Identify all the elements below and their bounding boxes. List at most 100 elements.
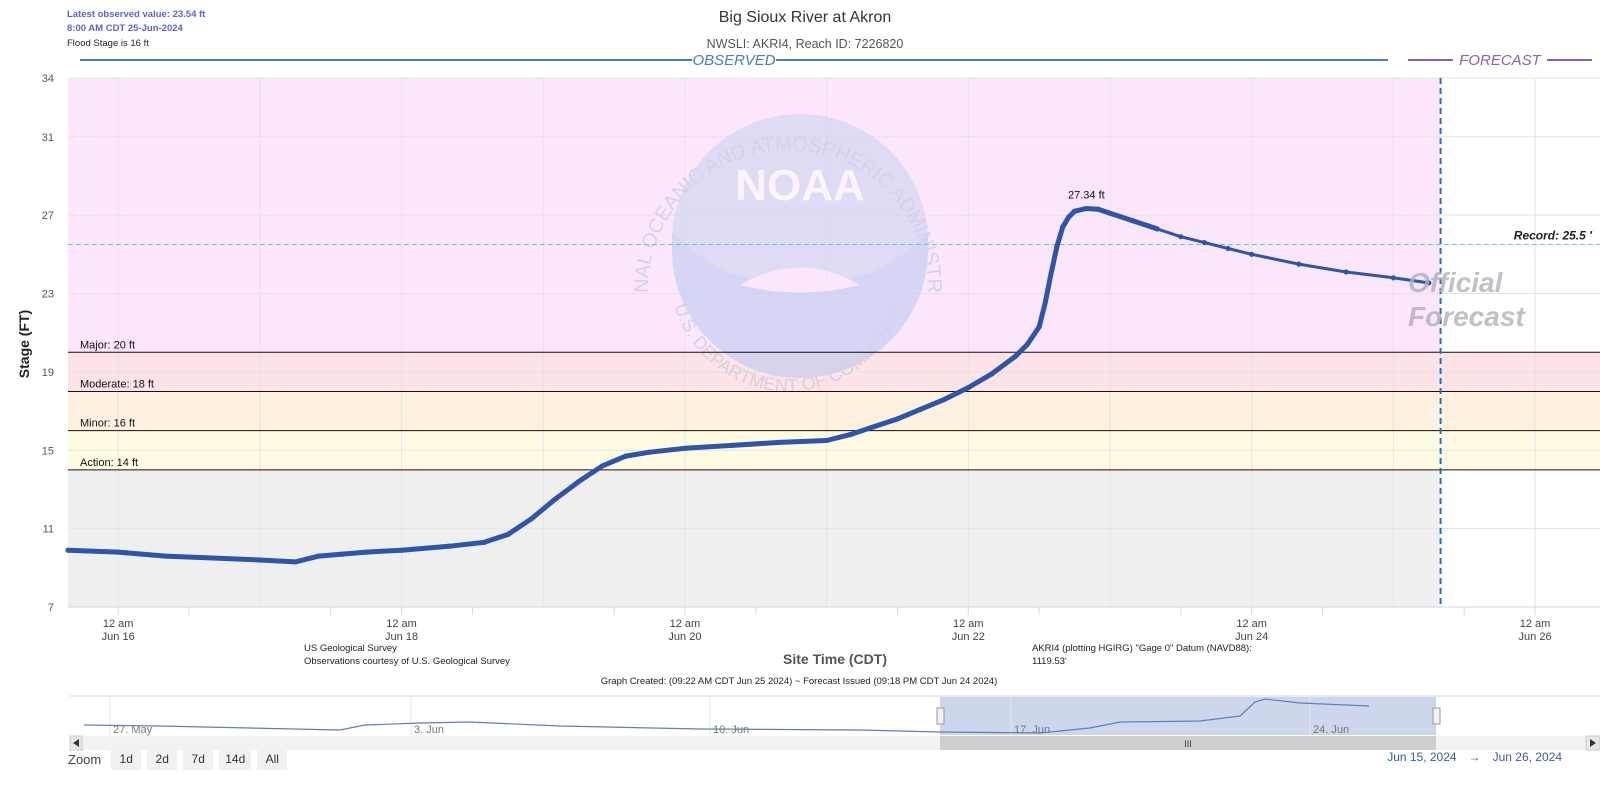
noaa-logo-gull — [740, 267, 860, 293]
data-point — [1131, 218, 1137, 224]
y-tick-label: 23 — [42, 289, 54, 301]
data-point — [292, 559, 298, 565]
navigator-right-handle[interactable] — [1432, 707, 1441, 725]
x-tick-label-date: Jun 18 — [385, 631, 418, 643]
y-tick-label: 7 — [48, 602, 54, 614]
zoom-all-button[interactable]: All — [257, 748, 288, 770]
data-point — [210, 555, 216, 561]
x-tick-label-time: 12 am — [103, 618, 134, 630]
zoom-label: Zoom — [68, 751, 102, 767]
source-credit-2: Observations courtesy of U.S. Geological… — [304, 656, 510, 667]
range-separator: → — [1468, 750, 1481, 764]
navigator[interactable]: 27. May 3. Jun 10. Jun 17. Jun 24. Jun III — [69, 695, 1600, 751]
data-point — [776, 439, 782, 446]
datum-note-2: 1119.53' — [1032, 656, 1067, 667]
x-tick-label-date: Jun 22 — [952, 631, 985, 643]
latest-observed-value: Latest observed value: 23.54 ft — [67, 9, 206, 20]
navigator-scrollbar-grip: III — [1184, 739, 1192, 749]
scroll-right-arrow-icon — [1590, 739, 1596, 747]
zoom-2d-button[interactable]: 2d — [147, 748, 178, 770]
data-point — [1036, 324, 1042, 330]
x-tick-label-time: 12 am — [1520, 618, 1551, 630]
data-point — [115, 549, 121, 555]
datum-note-1: AKRI4 (plotting HGIRG) "Gage 0" Datum (N… — [1032, 643, 1252, 654]
navigator-left-handle[interactable] — [936, 707, 945, 725]
record-label: Record: 25.5 ' — [1514, 229, 1593, 243]
data-point — [1024, 341, 1030, 348]
x-tick-label-date: Jun 16 — [102, 631, 135, 643]
scroll-left-arrow-icon — [73, 739, 79, 747]
band-normal — [68, 469, 1441, 607]
data-point — [894, 416, 901, 422]
data-point — [1225, 245, 1231, 252]
data-point — [682, 445, 688, 451]
observed-header-label: OBSERVED — [692, 52, 775, 69]
data-point — [481, 539, 487, 545]
grid-lines — [68, 77, 1600, 608]
zoom-1d-button[interactable]: 1d — [111, 748, 142, 770]
data-point — [623, 453, 629, 459]
threshold-lines: Major: 20 ft Moderate: 18 ft Minor: 16 ft A… — [68, 78, 1600, 607]
navigator-label: 17. Jun — [1014, 724, 1050, 736]
y-tick-label: 27 — [42, 210, 54, 222]
x-axis-title: Site Time (CDT) — [783, 651, 887, 667]
data-point — [1048, 271, 1054, 277]
data-point — [1201, 239, 1208, 246]
data-point — [1107, 210, 1113, 216]
navigator-selection[interactable] — [940, 697, 1436, 735]
threshold-label: Action: 14 ft — [80, 457, 138, 469]
navigator-scrollbar-thumb[interactable] — [940, 736, 1436, 750]
data-point — [1083, 205, 1089, 212]
y-tick-label: 34 — [42, 73, 54, 85]
threshold-label: Major: 20 ft — [80, 339, 135, 351]
zoom-14d-button[interactable]: 14d — [219, 748, 252, 770]
data-point — [398, 547, 405, 553]
noaa-logo-wave — [672, 232, 928, 378]
data-point — [1066, 214, 1072, 220]
range-from[interactable]: Jun 15, 2024 — [1387, 750, 1457, 764]
navigator-label: 24. Jun — [1313, 724, 1349, 736]
forecast-header-label-bg — [1453, 50, 1547, 68]
zoom-bar: Zoom 1d 2d 7d 14d All — [68, 748, 288, 770]
range-to[interactable]: Jun 26, 2024 — [1492, 750, 1562, 764]
data-point — [339, 551, 346, 557]
latest-observed-time: 8:00 AM CDT 25-Jun-2024 — [67, 23, 184, 34]
data-point — [576, 479, 582, 485]
annotations: 27.34 ft — [1068, 189, 1105, 201]
forecast-header-label: FORECAST — [1459, 52, 1543, 69]
data-point — [316, 553, 322, 559]
data-point — [552, 496, 558, 502]
official-forecast-text-2: Forecast — [1408, 301, 1526, 332]
chart-title: Big Sioux River at Akron — [719, 9, 892, 26]
data-point — [1054, 243, 1060, 250]
data-point — [942, 396, 948, 402]
data-point — [1071, 208, 1078, 214]
zoom-7d-button[interactable]: 7d — [183, 748, 214, 770]
x-tick-label-date: Jun 26 — [1519, 631, 1552, 643]
chart-subtitle: NWSLI: AKRI4, Reach ID: 7226820 — [707, 37, 904, 51]
data-point — [989, 371, 995, 377]
band-moderate — [68, 391, 1600, 431]
data-point — [1249, 251, 1255, 257]
navigator-label: 27. May — [113, 724, 153, 736]
source-credit-1: US Geological Survey — [304, 643, 397, 654]
data-point — [1343, 269, 1349, 275]
x-tick-label-date: Jun 24 — [1235, 631, 1268, 643]
data-point — [1060, 224, 1066, 230]
navigator-series-line — [83, 698, 1370, 734]
observed-header-label-bg — [692, 50, 776, 68]
flood-stage-note: Flood Stage is 16 ft — [67, 38, 149, 49]
noaa-logo-text: NOAA — [735, 161, 865, 210]
data-point — [1390, 275, 1396, 281]
data-point — [257, 557, 263, 563]
x-tick-label-time: 12 am — [953, 618, 984, 630]
graph-created-note: Graph Created: (09:22 AM CDT Jun 25 2024… — [601, 676, 997, 687]
y-axis-title: Stage (FT) — [16, 310, 32, 378]
data-point — [446, 543, 452, 549]
data-point — [918, 406, 924, 412]
data-point — [363, 549, 369, 555]
data-point — [162, 553, 169, 559]
data-point — [1426, 280, 1432, 286]
data-point — [528, 516, 535, 522]
